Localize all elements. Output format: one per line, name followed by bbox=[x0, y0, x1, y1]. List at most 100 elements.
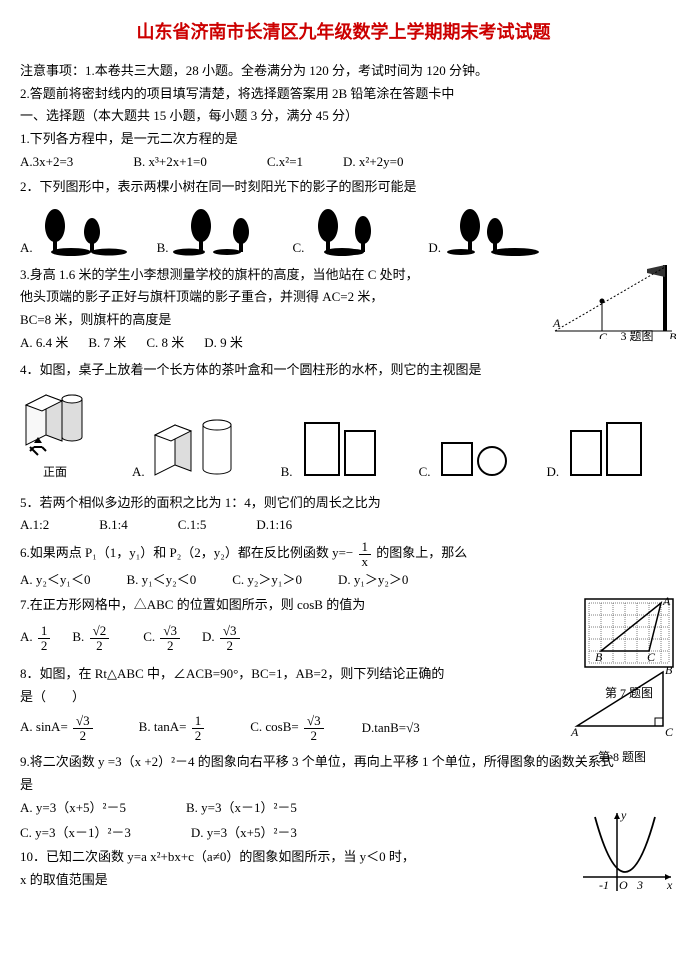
notice-1: 注意事项：1.本卷共三大题，28 小题。全卷满分为 120 分，考试时间为 12… bbox=[20, 61, 667, 82]
parabola-icon: -1 O 3 x y bbox=[577, 807, 677, 897]
q3-d: D. 9 米 bbox=[204, 333, 243, 354]
svg-text:y: y bbox=[620, 808, 627, 822]
q7-stem: 7.在正方形网格中，△ABC 的位置如图所示，则 cosB 的值为 bbox=[20, 595, 667, 616]
q7-c: C. √32 bbox=[143, 624, 182, 652]
q7-block: BAC 第 7 题图 7.在正方形网格中，△ABC 的位置如图所示，则 cosB… bbox=[20, 595, 667, 656]
q2-b-label: B. bbox=[157, 238, 169, 259]
q9-options-row1: A. y=3（x+5）²－5 B. y=3（x－1）²－5 bbox=[20, 798, 667, 819]
q8-a-den: 2 bbox=[73, 729, 93, 743]
q6-d: D. y₁＞y₂＞0 bbox=[338, 570, 408, 591]
q7-d-den: 2 bbox=[220, 639, 240, 653]
q10-block: -1 O 3 x y 10．已知二次函数 y=a x²+bx+c（a≠0）的图象… bbox=[20, 847, 667, 893]
q6-a: A. y₂＜y₁＜0 bbox=[20, 570, 90, 591]
q6-b: B. y₁＜y₂＜0 bbox=[126, 570, 196, 591]
q8-c-pre: C. cosB= bbox=[250, 719, 299, 734]
tree-shadow-c-icon bbox=[308, 204, 403, 259]
q7-a: A. 12 bbox=[20, 624, 52, 652]
q4-b-icon bbox=[297, 413, 387, 483]
q8-c: C. cosB= √32 bbox=[250, 714, 325, 742]
right-triangle-icon: ACB bbox=[567, 664, 677, 739]
q6-stem-pre: 6.如果两点 P₁（1，y₁）和 P₂（2，y₂）都在反比例函数 y=− bbox=[20, 545, 353, 560]
q8-c-den: 2 bbox=[304, 729, 324, 743]
q4-d-icon bbox=[563, 413, 653, 483]
svg-text:C: C bbox=[647, 650, 656, 664]
q1-stem: 1.下列各方程中，是一元二次方程的是 bbox=[20, 129, 667, 150]
q2-a-label: A. bbox=[20, 238, 33, 259]
q4-d-label: D. bbox=[546, 462, 559, 483]
svg-text:x: x bbox=[666, 878, 673, 892]
q2-d-label: D. bbox=[428, 238, 441, 259]
tree-shadow-b-icon bbox=[173, 204, 268, 259]
q7-options: A. 12 B. √22 C. √32 D. √32 bbox=[20, 624, 667, 652]
q10-l1: 10．已知二次函数 y=a x²+bx+c（a≠0）的图象如图所示，当 y＜0 … bbox=[20, 847, 667, 868]
q9-l2: 是 bbox=[20, 775, 667, 796]
q7-a-den: 2 bbox=[38, 639, 51, 653]
svg-text:A: A bbox=[552, 316, 561, 330]
q7-b-den: 2 bbox=[90, 639, 110, 653]
q8-a: A. sinA= √32 bbox=[20, 714, 95, 742]
q5-b: B.1:4 bbox=[99, 515, 128, 536]
q6-c: C. y₂＞y₁＞0 bbox=[232, 570, 302, 591]
q6-frac: 1 x bbox=[359, 540, 372, 568]
q3-a: A. 6.4 米 bbox=[20, 333, 68, 354]
q1-b: B. x³+2x+1=0 bbox=[133, 152, 207, 173]
q4-c-icon bbox=[434, 423, 514, 483]
q8-b-num: 1 bbox=[192, 714, 205, 729]
q9-options-row2: C. y=3（x－1）²－3 D. y=3（x+5）²－3 bbox=[20, 823, 667, 844]
q6-frac-den: x bbox=[359, 555, 372, 569]
q7-d-num: √3 bbox=[220, 624, 240, 639]
q8-a-num: √3 bbox=[73, 714, 93, 729]
q5-d: D.1:16 bbox=[256, 515, 292, 536]
q4-c-label: C. bbox=[419, 462, 431, 483]
q7-c-num: √3 bbox=[160, 624, 180, 639]
svg-text:3: 3 bbox=[636, 878, 643, 892]
q7-c-pre: C. bbox=[143, 629, 155, 644]
q8-b-den: 2 bbox=[192, 729, 205, 743]
q1-c: C.x²=1 bbox=[267, 152, 303, 173]
q8-d-val: √3 bbox=[406, 720, 420, 735]
q3-b: B. 7 米 bbox=[88, 333, 126, 354]
grid-triangle-icon: BAC bbox=[581, 595, 677, 675]
q7-b-num: √2 bbox=[90, 624, 110, 639]
q10-l2: x 的取值范围是 bbox=[20, 870, 667, 891]
q6-options: A. y₂＜y₁＜0 B. y₁＜y₂＜0 C. y₂＞y₁＞0 D. y₁＞y… bbox=[20, 570, 667, 591]
q3-caption: 3 题图 bbox=[572, 327, 687, 346]
q5-options: A.1:2 B.1:4 C.1:5 D.1:16 bbox=[20, 515, 667, 536]
q1-options: A.3x+2=3 B. x³+2x+1=0 C.x²=1 D. x²+2y=0 bbox=[20, 152, 667, 173]
q8-b: B. tanA= 12 bbox=[139, 714, 207, 742]
tree-shadow-a-icon bbox=[37, 204, 132, 259]
q5-stem: 5．若两个相似多边形的面积之比为 1：4，则它们的周长之比为 bbox=[20, 493, 667, 514]
q7-d-pre: D. bbox=[202, 629, 215, 644]
q4-a-icon bbox=[149, 413, 249, 483]
q7-a-pre: A. bbox=[20, 629, 33, 644]
q8-d-pre: D.tanB= bbox=[362, 720, 407, 735]
q7-b-pre: B. bbox=[72, 629, 84, 644]
svg-text:C: C bbox=[665, 725, 674, 739]
q2-stem: 2．下列图形中，表示两棵小树在同一时刻阳光下的影子的图形可能是 bbox=[20, 177, 667, 198]
q8-a-pre: A. sinA= bbox=[20, 719, 68, 734]
q2-options-row: A. B. C. D. bbox=[20, 204, 540, 259]
q8-c-num: √3 bbox=[304, 714, 324, 729]
svg-text:A: A bbox=[662, 595, 671, 608]
q9-c: C. y=3（x－1）²－3 bbox=[20, 823, 131, 844]
tree-shadow-d-icon bbox=[445, 204, 540, 259]
q9-b: B. y=3（x－1）²－5 bbox=[186, 798, 297, 819]
q7-b: B. √22 bbox=[72, 624, 111, 652]
svg-text:A: A bbox=[570, 725, 579, 739]
q1-a: A.3x+2=3 bbox=[20, 152, 73, 173]
q4-row: 正面 A. B. C. D. bbox=[20, 387, 667, 483]
q4-a-label: A. bbox=[132, 462, 145, 483]
q7-c-den: 2 bbox=[160, 639, 180, 653]
q8-b-pre: B. tanA= bbox=[139, 719, 187, 734]
q3-block: A C B 3 题图 3.身高 1.6 米的学生小李想测量学校的旗杆的高度，当他… bbox=[20, 265, 667, 358]
q8-caption: 第 8 题图 bbox=[567, 748, 677, 767]
q2-c-label: C. bbox=[292, 238, 304, 259]
q5-a: A.1:2 bbox=[20, 515, 49, 536]
q3-c: C. 8 米 bbox=[146, 333, 184, 354]
q6-frac-num: 1 bbox=[359, 540, 372, 555]
q7-d: D. √32 bbox=[202, 624, 242, 652]
q4-scene-icon bbox=[20, 387, 90, 457]
q7-a-num: 1 bbox=[38, 624, 51, 639]
q8-d: D.tanB=√3 bbox=[362, 718, 420, 739]
q5-c: C.1:5 bbox=[178, 515, 207, 536]
